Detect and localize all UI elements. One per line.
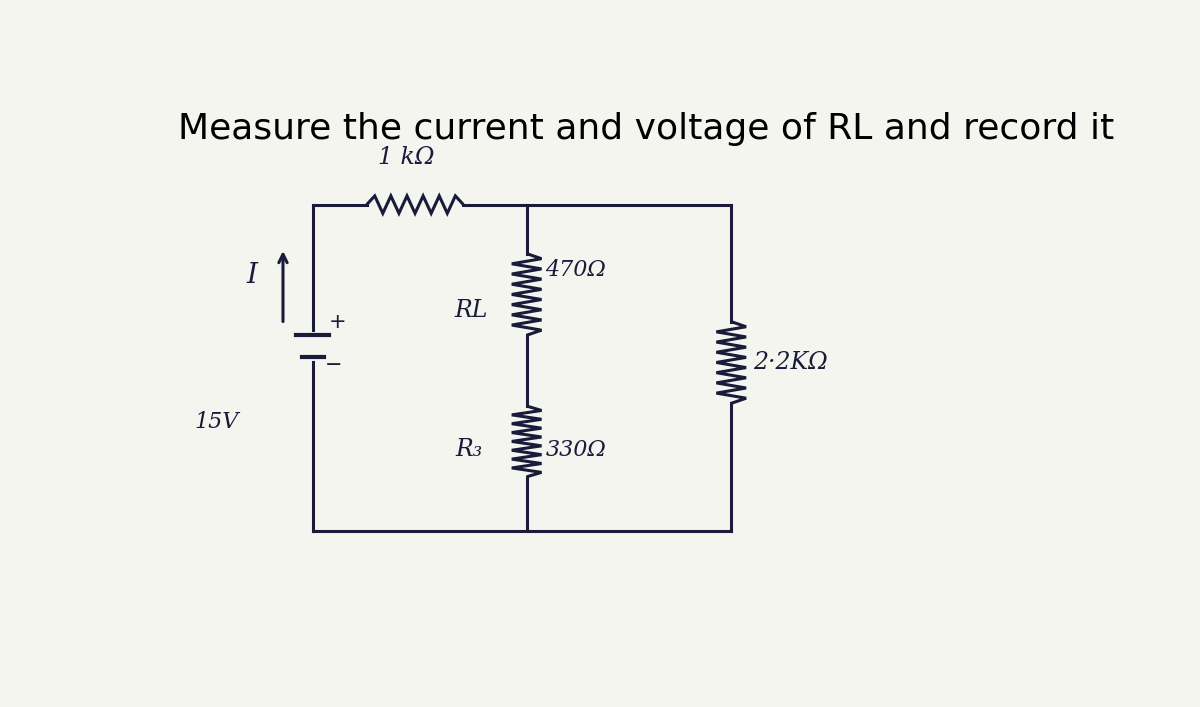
Text: RL: RL — [454, 299, 487, 322]
Text: Measure the current and voltage of RL and record it: Measure the current and voltage of RL an… — [178, 112, 1114, 146]
Text: 1 kΩ: 1 kΩ — [378, 146, 434, 169]
Text: R₃: R₃ — [456, 438, 482, 461]
Text: 470Ω: 470Ω — [545, 259, 606, 281]
Text: 2·2KΩ: 2·2KΩ — [752, 351, 827, 374]
Text: +: + — [329, 312, 346, 332]
Text: 330Ω: 330Ω — [545, 438, 606, 460]
Text: −: − — [325, 355, 342, 375]
Text: 15V: 15V — [194, 411, 239, 433]
Text: I: I — [246, 262, 257, 289]
